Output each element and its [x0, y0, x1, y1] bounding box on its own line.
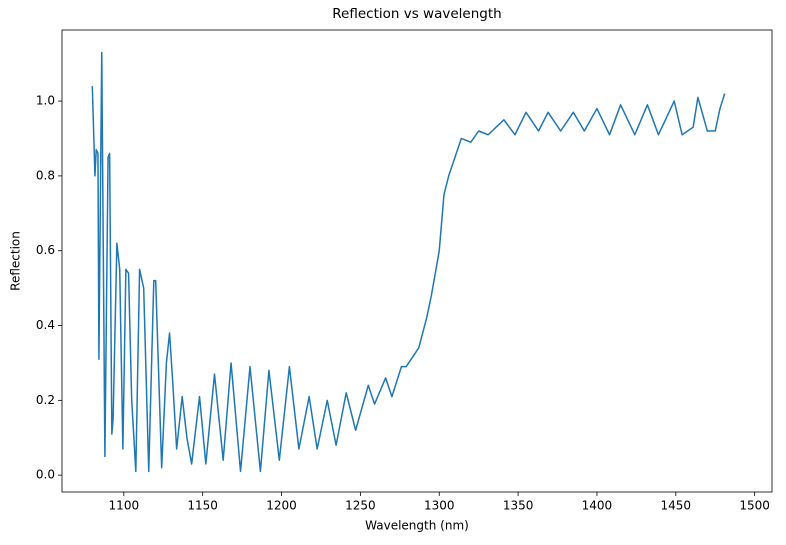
- y-tick-label: 0.6: [36, 243, 55, 257]
- x-tick-label: 1500: [739, 499, 770, 513]
- x-tick-label: 1250: [345, 499, 376, 513]
- x-axis-label: Wavelength (nm): [365, 519, 469, 533]
- x-tick-label: 1450: [661, 499, 692, 513]
- y-tick-label: 0.4: [36, 318, 55, 332]
- chart-title: Reflection vs wavelength: [332, 6, 501, 22]
- y-tick-label: 1.0: [36, 94, 55, 108]
- x-tick-label: 1300: [424, 499, 455, 513]
- x-tick-label: 1200: [266, 499, 297, 513]
- x-tick-label: 1150: [187, 499, 218, 513]
- x-tick-label: 1400: [582, 499, 613, 513]
- y-tick-label: 0.2: [36, 393, 55, 407]
- x-tick-label: 1350: [503, 499, 534, 513]
- plot-frame: [61, 29, 773, 493]
- x-tick-label: 1100: [109, 499, 140, 513]
- y-axis-label: Reflection: [9, 231, 23, 291]
- y-tick-label: 0.8: [36, 168, 55, 182]
- y-tick-label: 0.0: [36, 468, 55, 482]
- data-line: [91, 51, 726, 473]
